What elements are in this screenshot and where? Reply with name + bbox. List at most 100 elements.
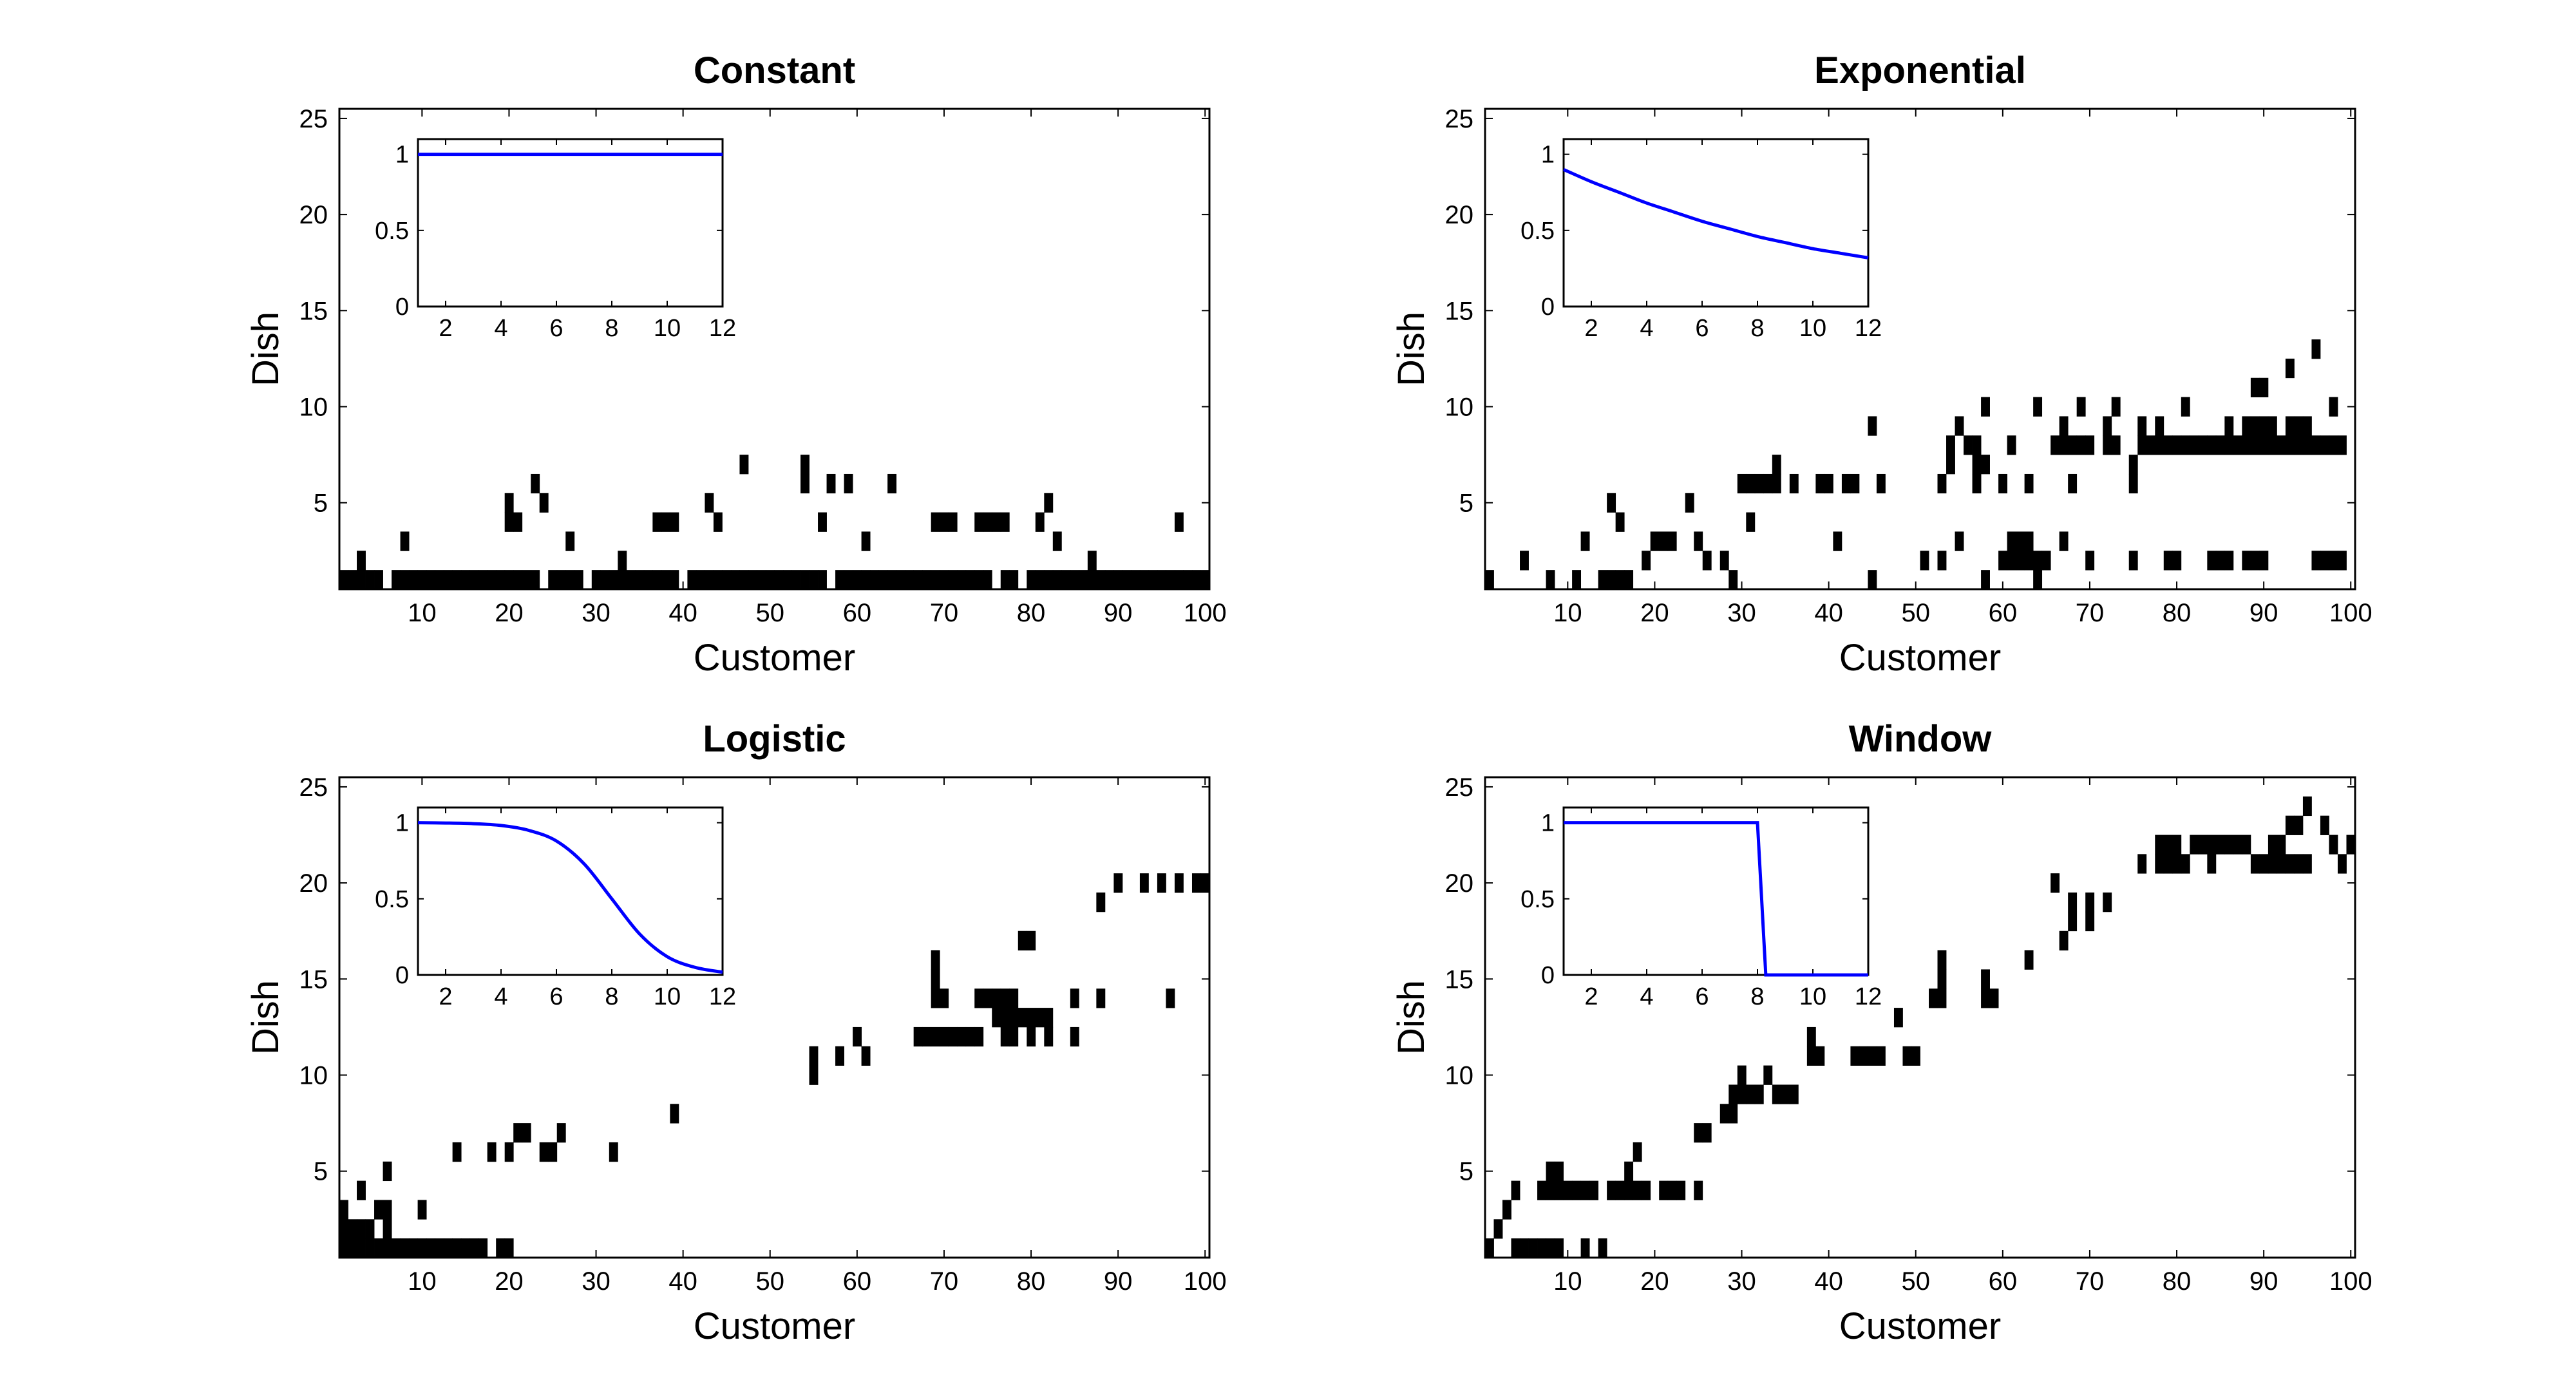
dish-cell: [522, 570, 531, 590]
dish-cell: [2085, 435, 2095, 455]
inset-line: [417, 821, 723, 974]
dish-cell: [2268, 854, 2277, 874]
dish-cell: [2302, 854, 2312, 874]
dish-cell: [2181, 435, 2190, 455]
x-tick-label: 20: [495, 1267, 524, 1296]
chart-title: Window: [1849, 718, 1993, 760]
dish-cell: [1937, 950, 1947, 970]
inset-frame: [1562, 138, 1870, 308]
chart-panel-window: 10 20 30 40 50 60 70 80 90 100510152025WindowCust…: [1390, 718, 2372, 1347]
dish-cell: [800, 473, 810, 494]
dish-cell: [739, 570, 749, 590]
x-tick-label: 80: [2163, 1267, 2192, 1296]
dish-cell: [1157, 570, 1166, 590]
dish-cell: [974, 988, 984, 1008]
dish-cell: [2155, 835, 2164, 855]
y-tick-label: 20: [299, 869, 328, 898]
dish-cell: [1833, 531, 1842, 551]
x-tick-label: 60: [843, 599, 872, 627]
y-axis-label: Dish: [1390, 312, 1432, 386]
dish-cell: [992, 1008, 1001, 1028]
dish-cell: [2181, 854, 2190, 874]
dish-cell: [2059, 435, 2069, 455]
dish-cell: [1174, 512, 1184, 532]
dish-cell: [504, 1238, 514, 1258]
dish-cell: [1650, 531, 1660, 551]
x-axis-label: Customer: [1839, 1305, 2001, 1347]
cell-layer: [339, 455, 1210, 590]
dish-cell: [2068, 473, 2078, 494]
dish-cell: [1972, 435, 1982, 455]
inset-x-tick-label: 12: [1855, 983, 1882, 1010]
dish-cell: [1737, 1065, 1747, 1085]
dish-cell: [1893, 1008, 1903, 1028]
dish-cell: [2007, 551, 2016, 571]
inset-frame: [1562, 806, 1870, 976]
y-tick-label: 10: [299, 393, 328, 422]
dish-cell: [513, 1123, 523, 1143]
y-tick-label: 20: [1445, 869, 1474, 898]
dish-cell: [591, 570, 601, 590]
inset-y-tick-label: 1: [395, 810, 409, 837]
dish-cell: [1824, 473, 1833, 494]
x-tick-label: 20: [1640, 599, 1669, 627]
inset-x-tick-label: 6: [1695, 983, 1709, 1010]
dish-cell: [2268, 416, 2277, 436]
dish-cell: [1615, 512, 1625, 532]
dish-cell: [2085, 893, 2095, 912]
dish-cell: [392, 570, 401, 590]
dish-cell: [487, 1142, 497, 1162]
dish-cell: [853, 570, 862, 590]
y-tick-label: 15: [1445, 965, 1474, 994]
dish-cell: [1937, 988, 1947, 1008]
x-tick-label: 40: [668, 1267, 697, 1296]
dish-cell: [861, 570, 871, 590]
x-tick-label: 10: [1553, 599, 1582, 627]
dish-cell: [1920, 551, 1929, 571]
plot-frame: [1484, 776, 2356, 1259]
inset-x-tick-label: 10: [654, 315, 681, 342]
dish-cell: [2311, 551, 2321, 571]
dish-cell: [2103, 416, 2112, 436]
dish-cell: [1000, 512, 1010, 532]
x-tick-label: 100: [2329, 599, 2372, 627]
dish-cell: [1070, 1026, 1079, 1047]
dish-cell: [1113, 873, 1123, 893]
dish-cell: [1789, 473, 1799, 494]
dish-cell: [1868, 1046, 1877, 1066]
dish-cell: [357, 1219, 366, 1239]
dish-cell: [1989, 988, 1999, 1008]
dish-cell: [983, 512, 992, 532]
dish-cell: [696, 570, 705, 590]
dish-cell: [1044, 493, 1054, 513]
dish-cell: [2024, 551, 2034, 571]
dish-cell: [931, 570, 940, 590]
dish-cell: [887, 570, 897, 590]
dish-cell: [504, 570, 514, 590]
dish-cell: [1087, 570, 1097, 590]
dish-cell: [2302, 416, 2312, 436]
dish-cell: [504, 1142, 514, 1162]
dish-cell: [2294, 416, 2304, 436]
dish-cell: [469, 570, 479, 590]
dish-cell: [400, 1238, 410, 1258]
inset-y-tick-label: 0.5: [1520, 218, 1555, 245]
dish-cell: [1000, 570, 1010, 590]
dish-cell: [940, 512, 949, 532]
dish-cell: [931, 950, 940, 970]
dish-cell: [1633, 1180, 1642, 1200]
dish-cell: [1728, 1104, 1738, 1124]
dish-cell: [2215, 551, 2225, 571]
dish-cell: [2016, 551, 2025, 571]
dish-cell: [2285, 815, 2295, 835]
cell-layer: [1485, 796, 2356, 1258]
dish-cell: [757, 570, 766, 590]
dish-cell: [2024, 473, 2034, 494]
dish-cell: [339, 570, 348, 590]
dish-cell: [2016, 531, 2025, 551]
dish-cell: [1528, 1238, 1538, 1258]
dish-cell: [2320, 815, 2329, 835]
y-axis-label: Dish: [1390, 980, 1432, 1055]
dish-cell: [1087, 551, 1097, 571]
